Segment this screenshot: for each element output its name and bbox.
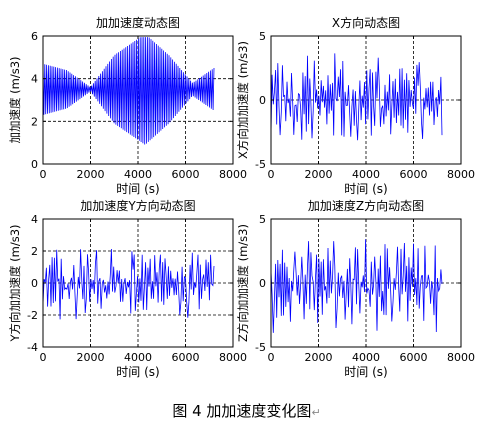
- y-tick-label: -2: [27, 309, 38, 322]
- y-tick-label: 0: [259, 94, 266, 107]
- x-tick-label: 0: [40, 351, 47, 364]
- x-axis-label: 时间 (s): [116, 182, 159, 196]
- x-tick-label: 4000: [124, 168, 152, 181]
- data-series-line: [270, 239, 443, 333]
- chart-title: X方向动态图: [332, 15, 400, 30]
- x-tick-label: 2000: [305, 351, 333, 364]
- x-tick-label: 6000: [400, 351, 428, 364]
- return-mark: ↵: [311, 406, 321, 419]
- y-tick-label: 2: [31, 245, 38, 258]
- x-axis-label: 时间 (s): [116, 365, 159, 379]
- x-tick-label: 8000: [219, 351, 247, 364]
- x-tick-label: 8000: [219, 168, 247, 181]
- y-tick-label: 4: [31, 73, 38, 86]
- x-tick-label: 0: [268, 351, 275, 364]
- y-tick-label: 4: [31, 213, 38, 226]
- y-tick-label: 5: [259, 213, 266, 226]
- y-tick-label: 5: [259, 30, 266, 43]
- x-tick-label: 0: [268, 168, 275, 181]
- x-axis-label: 时间 (s): [344, 365, 387, 379]
- y-tick-label: 0: [31, 158, 38, 171]
- x-tick-label: 4000: [352, 168, 380, 181]
- data-series-line: [270, 53, 443, 141]
- y-axis-label: Z方向加加速度 (m/s3): [236, 224, 250, 342]
- y-tick-label: -5: [255, 158, 266, 171]
- x-tick-label: 6000: [172, 351, 200, 364]
- y-tick-label: -4: [27, 341, 38, 354]
- x-tick-label: 2000: [77, 168, 105, 181]
- figure-caption: 图 4 加加速度变化图↵: [0, 400, 493, 421]
- y-tick-label: 0: [31, 277, 38, 290]
- x-tick-label: 8000: [447, 351, 475, 364]
- y-axis-label: Y方向加加速度 (m/s3): [8, 224, 22, 342]
- x-tick-label: 4000: [124, 351, 152, 364]
- y-tick-label: 6: [31, 30, 38, 43]
- x-tick-label: 6000: [172, 168, 200, 181]
- x-axis-label: 时间 (s): [344, 182, 387, 196]
- x-tick-label: 2000: [305, 168, 333, 181]
- data-series-line: [42, 37, 215, 145]
- y-tick-label: 2: [31, 115, 38, 128]
- x-tick-label: 8000: [447, 168, 475, 181]
- data-series-line: [42, 248, 215, 320]
- chart-title: 加加速度Z方向动态图: [308, 198, 424, 213]
- y-tick-label: -5: [255, 341, 266, 354]
- y-tick-label: 0: [259, 277, 266, 290]
- x-tick-label: 2000: [77, 351, 105, 364]
- chart-title: 加加速度Y方向动态图: [80, 198, 195, 213]
- figure-caption-text: 图 4 加加速度变化图: [172, 402, 312, 420]
- x-tick-label: 6000: [400, 168, 428, 181]
- x-tick-label: 4000: [352, 351, 380, 364]
- y-axis-label: 加加速度 (m/s3): [8, 56, 22, 143]
- x-tick-label: 0: [40, 168, 47, 181]
- chart-title: 加加速度动态图: [96, 15, 180, 30]
- y-axis-label: X方向加加速度 (m/s3): [236, 41, 250, 159]
